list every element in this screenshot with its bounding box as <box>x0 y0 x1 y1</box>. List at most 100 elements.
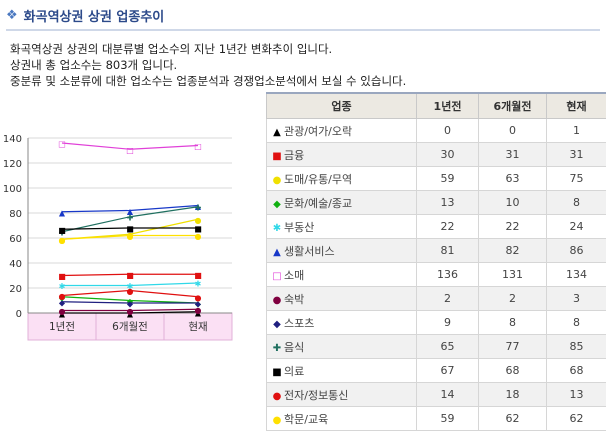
value-cell: 13 <box>417 191 479 215</box>
category-cell: ✚음식 <box>267 335 417 359</box>
data-point: ● <box>59 307 66 316</box>
value-cell: 62 <box>547 407 606 431</box>
data-point: ● <box>195 232 202 241</box>
legend-marker-icon: ✚ <box>271 343 283 354</box>
y-tick-label: 0 <box>16 309 22 320</box>
header-year-ago: 1년전 <box>417 93 479 119</box>
data-point: □ <box>126 146 134 155</box>
legend-marker-icon: ● <box>271 175 283 186</box>
category-label: 학문/교육 <box>284 413 328 426</box>
category-cell: ✱부동산 <box>267 215 417 239</box>
value-cell: 136 <box>417 263 479 287</box>
value-cell: 63 <box>479 167 547 191</box>
legend-marker-icon: ● <box>271 391 283 402</box>
category-label: 도매/유통/무역 <box>284 173 352 186</box>
value-cell: 59 <box>417 407 479 431</box>
y-tick-label: 120 <box>3 159 22 170</box>
value-cell: 1 <box>547 119 606 143</box>
data-point: ✚ <box>127 213 134 222</box>
value-cell: 31 <box>479 143 547 167</box>
legend-marker-icon: ● <box>271 415 283 426</box>
legend-marker-icon: ◆ <box>271 199 283 210</box>
value-cell: 134 <box>547 263 606 287</box>
data-point: ✱ <box>59 282 66 291</box>
value-cell: 30 <box>417 143 479 167</box>
category-cell: ●도매/유통/무역 <box>267 167 417 191</box>
value-cell: 2 <box>479 287 547 311</box>
x-tick-label: 6개월전 <box>112 321 148 333</box>
legend-marker-icon: ■ <box>271 151 283 162</box>
value-cell: 31 <box>547 143 606 167</box>
y-tick-label: 140 <box>3 134 22 145</box>
header-current: 현재 <box>547 93 606 119</box>
legend-marker-icon: ✱ <box>271 223 283 234</box>
value-cell: 18 <box>479 383 547 407</box>
data-point: ▲ <box>59 208 66 217</box>
category-cell: ■의료 <box>267 359 417 383</box>
legend-marker-icon: □ <box>271 271 283 282</box>
value-cell: 2 <box>417 287 479 311</box>
value-cell: 85 <box>547 335 606 359</box>
page-title-text: 화곡역상권 상권 업종추이 <box>24 6 165 25</box>
value-cell: 77 <box>479 335 547 359</box>
category-cell: □소매 <box>267 263 417 287</box>
category-cell: ▲관광/여가/오락 <box>267 119 417 143</box>
category-cell: ◆문화/예술/종교 <box>267 191 417 215</box>
value-cell: 8 <box>547 191 606 215</box>
value-cell: 68 <box>479 359 547 383</box>
y-tick-label: 40 <box>9 259 22 270</box>
category-cell: ▲생활서비스 <box>267 239 417 263</box>
data-point: ● <box>195 293 202 302</box>
y-tick-label: 80 <box>9 209 22 220</box>
value-cell: 59 <box>417 167 479 191</box>
title-divider <box>6 29 600 31</box>
x-tick-label: 현재 <box>188 321 207 333</box>
description-line-1: 화곡역상권 상권의 대분류별 업소수의 지난 1년간 변화추이 입니다. <box>10 41 332 57</box>
category-label: 스포츠 <box>284 317 314 330</box>
category-label: 부동산 <box>284 221 314 234</box>
x-tick-label: 1년전 <box>49 321 75 333</box>
y-tick-label: 60 <box>9 234 22 245</box>
data-point: ■ <box>58 226 66 235</box>
data-point: ◆ <box>127 300 134 309</box>
y-tick-label: 100 <box>3 184 22 195</box>
category-cell: ●학문/교육 <box>267 407 417 431</box>
header-six-months-ago: 6개월전 <box>479 93 547 119</box>
category-label: 의료 <box>284 365 304 378</box>
data-point: ■ <box>126 271 134 280</box>
category-label: 음식 <box>284 341 304 354</box>
value-cell: 82 <box>479 239 547 263</box>
category-cell: ◆스포츠 <box>267 311 417 335</box>
value-cell: 14 <box>417 383 479 407</box>
value-cell: 0 <box>417 119 479 143</box>
value-cell: 10 <box>479 191 547 215</box>
value-cell: 9 <box>417 311 479 335</box>
legend-marker-icon: ▲ <box>271 127 283 138</box>
data-point: ■ <box>58 272 66 281</box>
data-point: □ <box>58 140 66 149</box>
data-point: ● <box>195 216 202 225</box>
value-cell: 13 <box>547 383 606 407</box>
value-cell: 8 <box>479 311 547 335</box>
category-label: 문화/예술/종교 <box>284 197 352 210</box>
value-cell: 131 <box>479 263 547 287</box>
description-line-3: 중분류 및 소분류에 대한 업소수는 업종분석과 경쟁업소분석에서 보실 수 있… <box>10 73 406 89</box>
category-cell: ■금융 <box>267 143 417 167</box>
category-label: 전자/정보통신 <box>284 389 348 402</box>
value-cell: 24 <box>547 215 606 239</box>
category-label: 금융 <box>284 149 304 162</box>
category-label: 소매 <box>284 269 304 282</box>
value-cell: 75 <box>547 167 606 191</box>
value-cell: 86 <box>547 239 606 263</box>
